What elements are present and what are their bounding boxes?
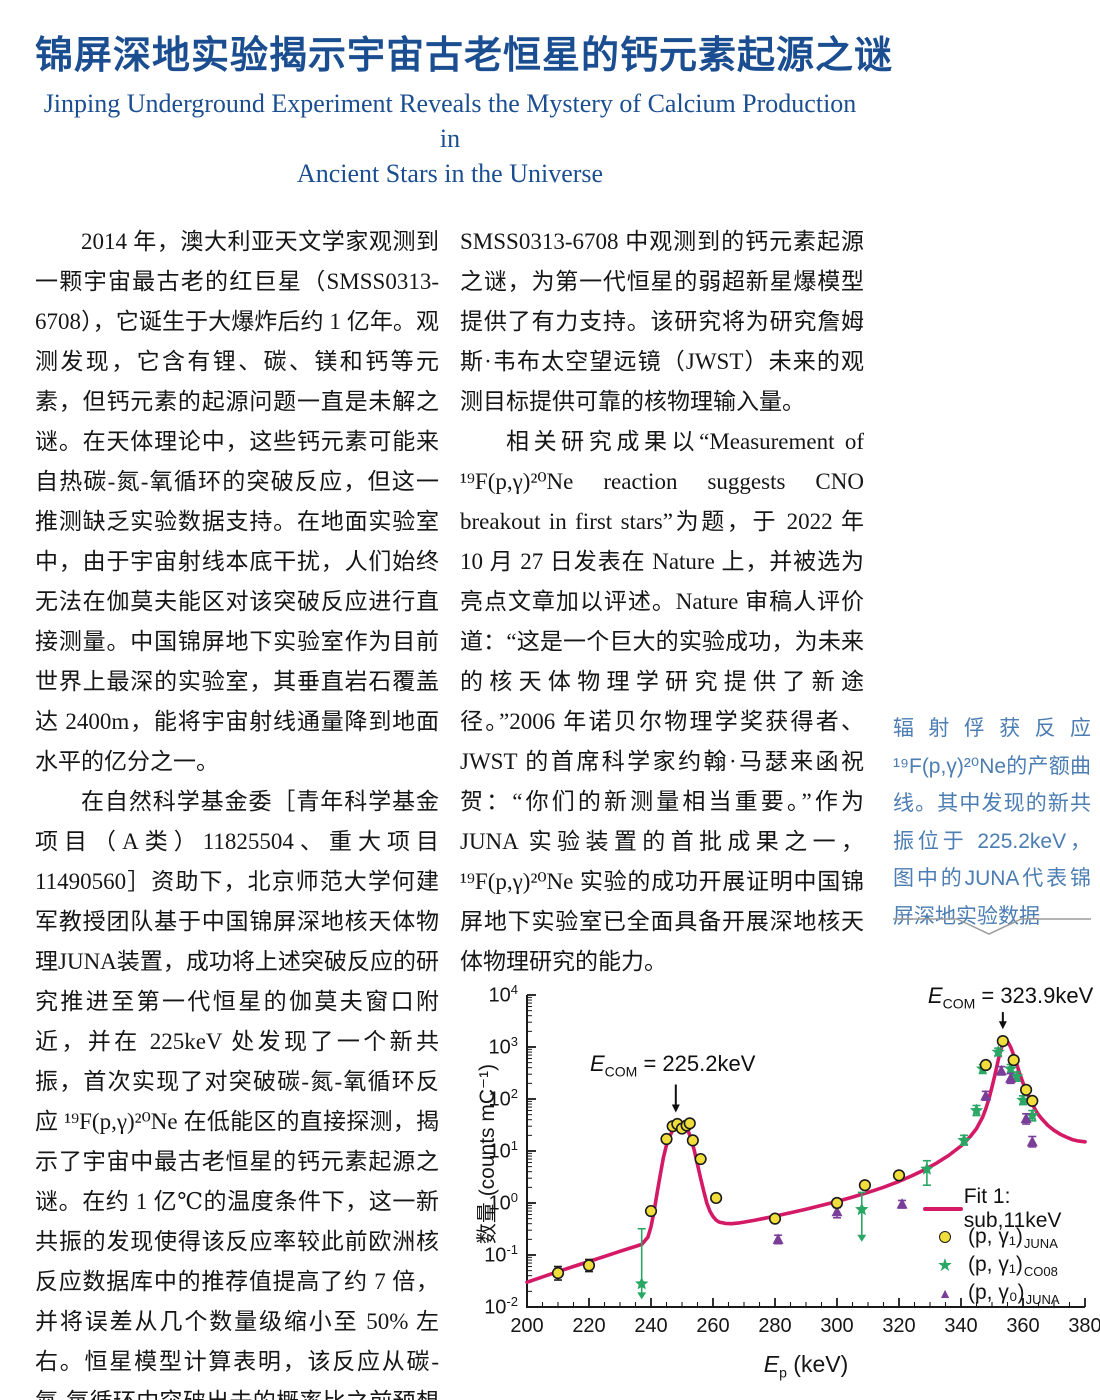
- data-point: [1026, 1094, 1039, 1107]
- x-tick-label: 200: [510, 1315, 544, 1337]
- legend-label: Fit 1: sub,11keV: [963, 1185, 1062, 1232]
- fit-curve: [525, 1039, 1087, 1285]
- x-tick-label: 320: [882, 1315, 916, 1337]
- legend-label: (p, γ₁)JUNA: [968, 1225, 1058, 1251]
- data-point: [710, 1191, 723, 1205]
- data-point: [1007, 1053, 1020, 1067]
- chart-legend: Fit 1: sub,11keV (p, γ₁)JUNA ★ (p, γ₁)CO08 ▲…: [922, 1185, 1100, 1307]
- x-tick-label: 260: [696, 1315, 730, 1337]
- x-tick-label: 280: [758, 1315, 792, 1337]
- data-point: [1016, 1093, 1030, 1106]
- data-point: [660, 1132, 673, 1146]
- legend-label: (p, γ₀)JUNA: [968, 1281, 1060, 1307]
- annotation-label: ECOM = 323.9keV: [927, 983, 1094, 1012]
- data-point: [582, 1259, 596, 1272]
- legend-marker-triangle: ▲: [922, 1286, 968, 1300]
- article-paragraph: 相关研究成果以“Measurement of ¹⁹F(p,γ)²⁰Ne reac…: [460, 429, 864, 974]
- legend-label: (p, γ₁)CO08: [968, 1253, 1058, 1279]
- data-point: [768, 1212, 782, 1225]
- subtitle-line-2: Ancient Stars in the Universe: [296, 159, 604, 188]
- x-axis-label: Ep (keV): [763, 1351, 849, 1381]
- x-tick-label: 360: [1006, 1315, 1040, 1337]
- data-point: [896, 1198, 908, 1209]
- yield-curve-chart: 200 220 240 260 280 300 320 340 360 380 10-2 10-1 10…: [460, 963, 1100, 1400]
- series-circle: [551, 1034, 1039, 1281]
- data-point: [772, 1233, 784, 1244]
- y-tick-label: 100: [488, 1190, 518, 1215]
- data-point: [635, 1276, 649, 1290]
- caption-pointer-rule: [893, 918, 1091, 935]
- data-point: [683, 1117, 696, 1130]
- fit-line-swatch: [922, 1207, 963, 1211]
- data-point: [644, 1204, 658, 1218]
- x-tick-label: 300: [820, 1315, 854, 1337]
- data-point: [991, 1045, 1005, 1058]
- legend-marker-line: [922, 1207, 964, 1211]
- data-point: [969, 1103, 984, 1117]
- article-paragraph: 在自然科学基金委［青年科学基金项目（A类）11825504、重大项目 11490…: [35, 789, 439, 1400]
- y-tick-label: 101: [488, 1138, 518, 1163]
- subtitle-line-1: Jinping Underground Experiment Reveals t…: [43, 89, 857, 153]
- data-point: [694, 1152, 707, 1166]
- x-tick-label: 380: [1068, 1315, 1100, 1337]
- y-axis-label: 数量 (counts mC⁻¹): [476, 1063, 499, 1245]
- page-title: 锦屏深地实验揭示宇宙古老恒星的钙元素起源之谜: [35, 35, 894, 77]
- article-paragraph: SMSS0313-6708 中观测到的钙元素起源之谜，为第一代恒星的弱超新星爆模…: [460, 229, 864, 414]
- annotation-label: ECOM = 225.2keV: [589, 1051, 756, 1080]
- data-point: [858, 1179, 872, 1192]
- article-column-right: SMSS0313-6708 中观测到的钙元素起源之谜，为第一代恒星的弱超新星爆模…: [460, 222, 864, 1400]
- legend-item: ★ (p, γ₁)CO08: [922, 1251, 1100, 1279]
- series-triangle: [772, 1064, 1038, 1245]
- data-point: [686, 1134, 699, 1147]
- data-point: [920, 1162, 934, 1175]
- page-subtitle: Jinping Underground Experiment Reveals t…: [35, 86, 865, 191]
- data-point: [1026, 1135, 1038, 1147]
- legend-item: (p, γ₁)JUNA: [922, 1223, 1100, 1251]
- data-point: [957, 1133, 971, 1146]
- star-marker-icon: ★: [936, 1255, 954, 1275]
- data-point: [979, 1058, 992, 1072]
- y-tick-label: 102: [488, 1086, 518, 1111]
- legend-marker-circle: [922, 1231, 968, 1243]
- circle-marker-icon: [939, 1231, 951, 1243]
- data-point: [831, 1205, 843, 1217]
- data-point: [1020, 1112, 1032, 1124]
- x-tick-label: 240: [634, 1315, 668, 1337]
- data-point: [855, 1202, 869, 1216]
- y-tick-label: 103: [488, 1034, 518, 1059]
- x-tick-label: 220: [572, 1315, 606, 1337]
- legend-marker-star: ★: [922, 1256, 968, 1274]
- data-point: [1005, 1072, 1017, 1083]
- data-point: [996, 1034, 1009, 1048]
- data-point: [892, 1169, 906, 1182]
- article-column-left: 2014 年，澳大利亚天文学家观测到一颗宇宙最古老的红巨星（SMSS0313-6…: [35, 222, 439, 1400]
- data-point: [551, 1266, 565, 1280]
- data-point: [830, 1196, 844, 1210]
- chart-canvas: [525, 994, 1087, 1308]
- y-tick-label: 104: [488, 982, 518, 1007]
- triangle-marker-icon: ▲: [938, 1285, 952, 1301]
- data-point: [1019, 1083, 1033, 1096]
- y-tick-label: 10-1: [484, 1242, 518, 1267]
- legend-item: Fit 1: sub,11keV: [922, 1185, 1100, 1232]
- data-point: [995, 1064, 1007, 1076]
- article-paragraph: 2014 年，澳大利亚天文学家观测到一颗宇宙最古老的红巨星（SMSS0313-6…: [35, 229, 439, 774]
- legend-item: ▲ (p, γ₀)JUNA: [922, 1279, 1100, 1307]
- figure-caption: 辐射俘获反应¹⁹F(p,γ)²⁰Ne的产额曲线。其中发现的新共振位于 225.2…: [893, 717, 1091, 928]
- data-point: [980, 1089, 992, 1101]
- y-tick-label: 10-2: [484, 1294, 518, 1319]
- x-tick-label: 340: [944, 1315, 978, 1337]
